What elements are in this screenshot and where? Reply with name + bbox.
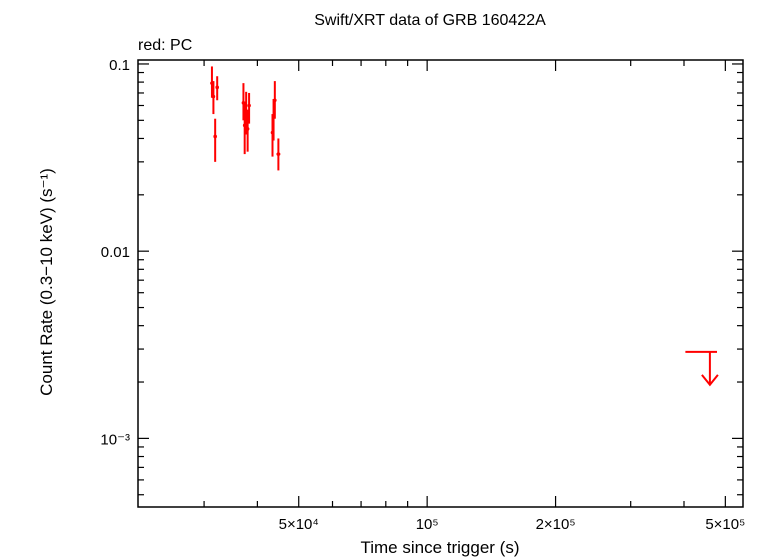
data-point xyxy=(247,92,251,124)
point-marker xyxy=(213,134,217,139)
legend-text: red: PC xyxy=(138,37,192,54)
y-tick-label: 10⁻³ xyxy=(100,431,130,448)
data-point xyxy=(276,138,281,171)
x-tick-label: 2×10⁵ xyxy=(536,516,576,533)
x-tick-label: 5×10⁵ xyxy=(705,516,745,533)
point-marker xyxy=(273,98,277,103)
upper-limit-arrow-head xyxy=(701,374,719,387)
point-marker xyxy=(276,152,281,156)
x-axis-label: Time since trigger (s) xyxy=(360,538,519,557)
data-point xyxy=(211,81,216,115)
data-point xyxy=(273,81,277,119)
y-tick-label: 0.01 xyxy=(101,244,130,261)
x-tick-label: 5×10⁴ xyxy=(279,516,319,533)
point-marker xyxy=(245,127,250,131)
upper-limit xyxy=(685,350,719,387)
data-point xyxy=(215,76,219,101)
point-marker xyxy=(247,103,251,108)
point-marker xyxy=(215,85,219,90)
data-marks xyxy=(210,66,719,387)
data-point xyxy=(213,118,217,162)
chart-title: Swift/XRT data of GRB 160422A xyxy=(314,12,546,29)
axis-ticks: 5×10⁴ 10⁵ 2×10⁵ 5×10⁵ 0.1 0.01 10⁻³ xyxy=(100,57,745,533)
x-tick-label: 10⁵ xyxy=(416,516,439,533)
y-axis-label: Count Rate (0.3−10 keV) (s⁻¹) xyxy=(37,168,56,396)
data-point xyxy=(245,109,250,152)
point-marker xyxy=(211,94,216,99)
y-tick-label: 0.1 xyxy=(109,57,130,74)
plot-frame xyxy=(137,59,744,508)
